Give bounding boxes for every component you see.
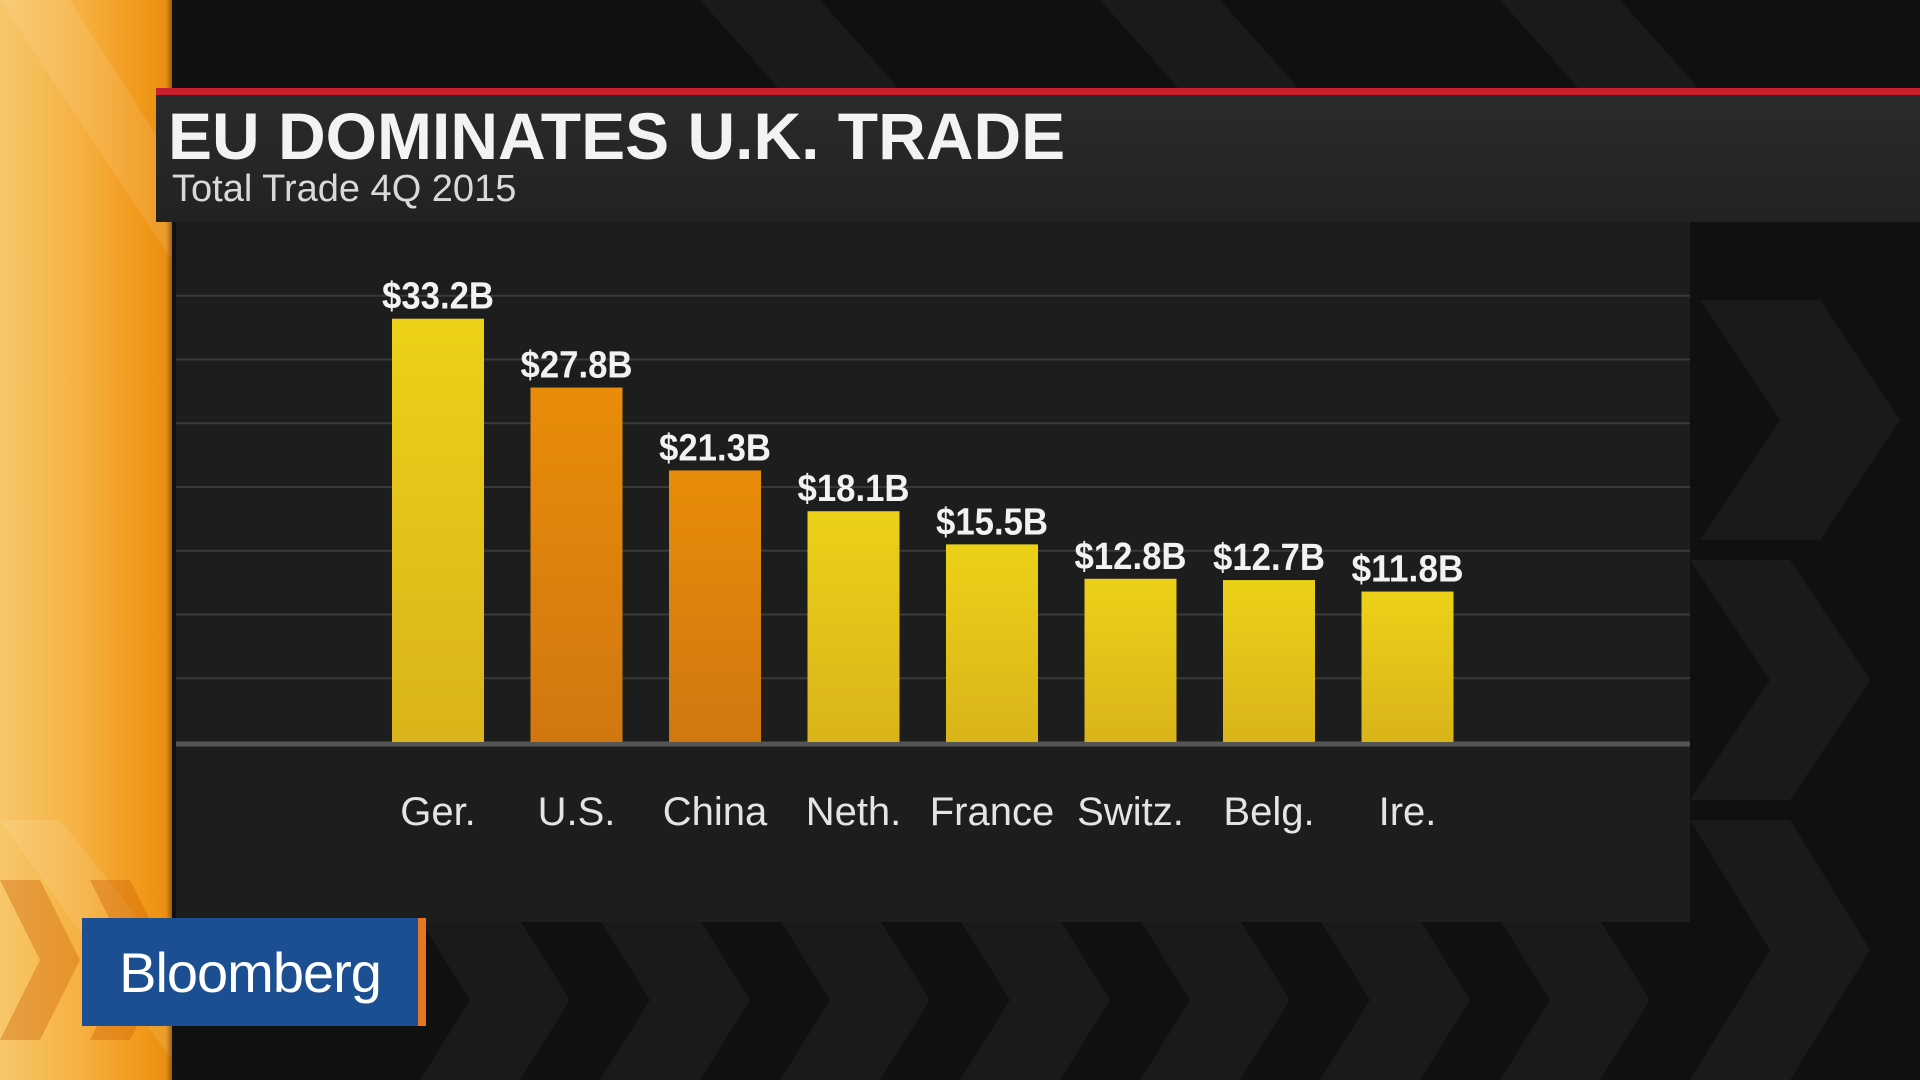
tick-label: China — [663, 790, 768, 834]
bar-ger — [392, 318, 484, 742]
bar-chart: $33.2B $27.8B $21.3B $18.1B $15.5B $12.8B $12.… — [176, 276, 1690, 834]
header-red-rule — [156, 88, 1920, 95]
bars — [392, 318, 1454, 742]
data-label: $12.8B — [1075, 536, 1187, 578]
tick-label: France — [930, 790, 1055, 834]
tick-label: Switz. — [1077, 790, 1184, 834]
data-label: $12.7B — [1213, 537, 1325, 579]
data-label: $15.5B — [936, 501, 1048, 543]
tick-label: Ire. — [1379, 790, 1437, 834]
tick-label: Neth. — [806, 790, 902, 834]
bar-belg — [1223, 580, 1315, 742]
chart-title: EU DOMINATES U.K. TRADE — [168, 99, 1066, 173]
logo-accent — [418, 918, 426, 1026]
bar-ire — [1361, 591, 1454, 742]
bar-us — [530, 387, 623, 742]
chart-subtitle: Total Trade 4Q 2015 — [172, 168, 517, 210]
tick-label: Ger. — [400, 790, 476, 834]
data-label: $21.3B — [659, 427, 771, 469]
data-label: $33.2B — [382, 276, 494, 318]
data-label: $27.8B — [521, 345, 633, 387]
data-labels: $33.2B $27.8B $21.3B $18.1B $15.5B $12.8B $12.… — [382, 276, 1464, 591]
tick-label: U.S. — [538, 790, 616, 834]
bar-france — [946, 544, 1038, 742]
tick-label: Belg. — [1223, 790, 1314, 834]
data-label: $11.8B — [1352, 549, 1464, 591]
logo-text: Bloomberg — [119, 940, 382, 1004]
data-label: $18.1B — [798, 468, 910, 510]
bloomberg-logo: Bloomberg — [82, 918, 426, 1026]
chart-panel: $33.2B $27.8B $21.3B $18.1B $15.5B $12.8B $12.… — [176, 222, 1690, 922]
category-tick-labels: Ger. U.S. China Neth. France Switz. Belg. Ire. — [400, 790, 1436, 834]
bar-china — [669, 470, 761, 742]
bar-neth — [807, 511, 900, 742]
header-bar — [156, 88, 1920, 222]
bar-switz — [1084, 578, 1177, 742]
